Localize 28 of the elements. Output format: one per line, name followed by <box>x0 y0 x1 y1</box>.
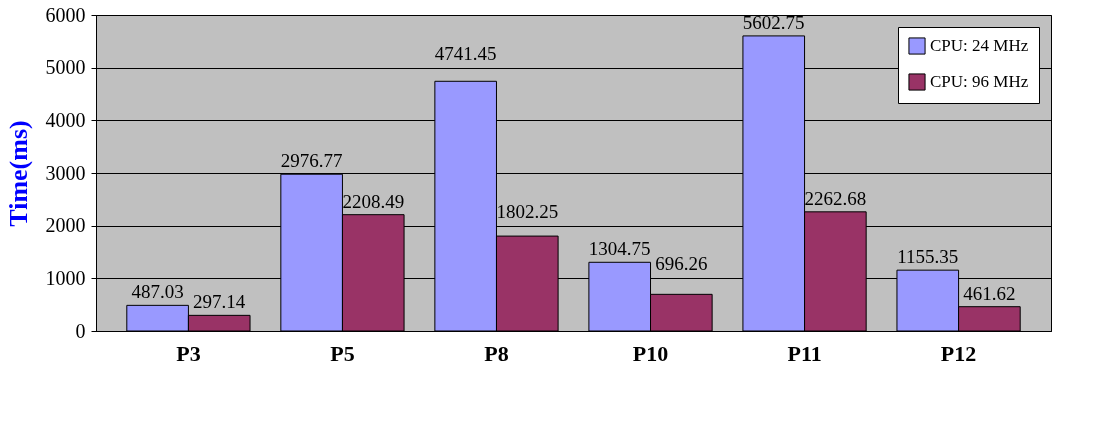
data-label: 4741.45 <box>434 42 497 64</box>
data-label: 2262.68 <box>804 187 867 209</box>
x-tick-label: P12 <box>940 340 977 366</box>
y-tick-label: 4000 <box>45 108 86 131</box>
x-tick-label: P5 <box>330 340 355 366</box>
data-label: 1304.75 <box>588 238 651 260</box>
y-tick-label: 0 <box>75 319 86 342</box>
y-tick-label: 5000 <box>45 56 86 79</box>
data-label: 1802.25 <box>496 200 559 222</box>
x-tick-label: P8 <box>484 340 509 366</box>
y-tick-label: 1000 <box>45 266 86 289</box>
data-label: 696.26 <box>655 253 708 275</box>
y-tick-label: 6000 <box>45 3 86 26</box>
data-label: 1155.35 <box>897 246 959 268</box>
y-tick-label: 2000 <box>45 214 86 237</box>
legend-label: CPU: 96 MHz <box>930 72 1029 91</box>
data-label: 5602.75 <box>742 11 805 33</box>
legend-label: CPU: 24 MHz <box>930 36 1029 55</box>
x-tick-label: P10 <box>632 340 669 366</box>
y-axis-title: Time(ms) <box>3 120 33 227</box>
data-label: 2208.49 <box>342 190 405 212</box>
x-tick-label: P11 <box>787 340 822 366</box>
data-label: 487.03 <box>131 281 184 303</box>
data-label: 297.14 <box>193 291 246 313</box>
data-label: 461.62 <box>963 282 1016 304</box>
x-tick-label: P3 <box>176 340 201 366</box>
data-label: 2976.77 <box>280 150 343 172</box>
y-tick-label: 3000 <box>45 161 86 184</box>
